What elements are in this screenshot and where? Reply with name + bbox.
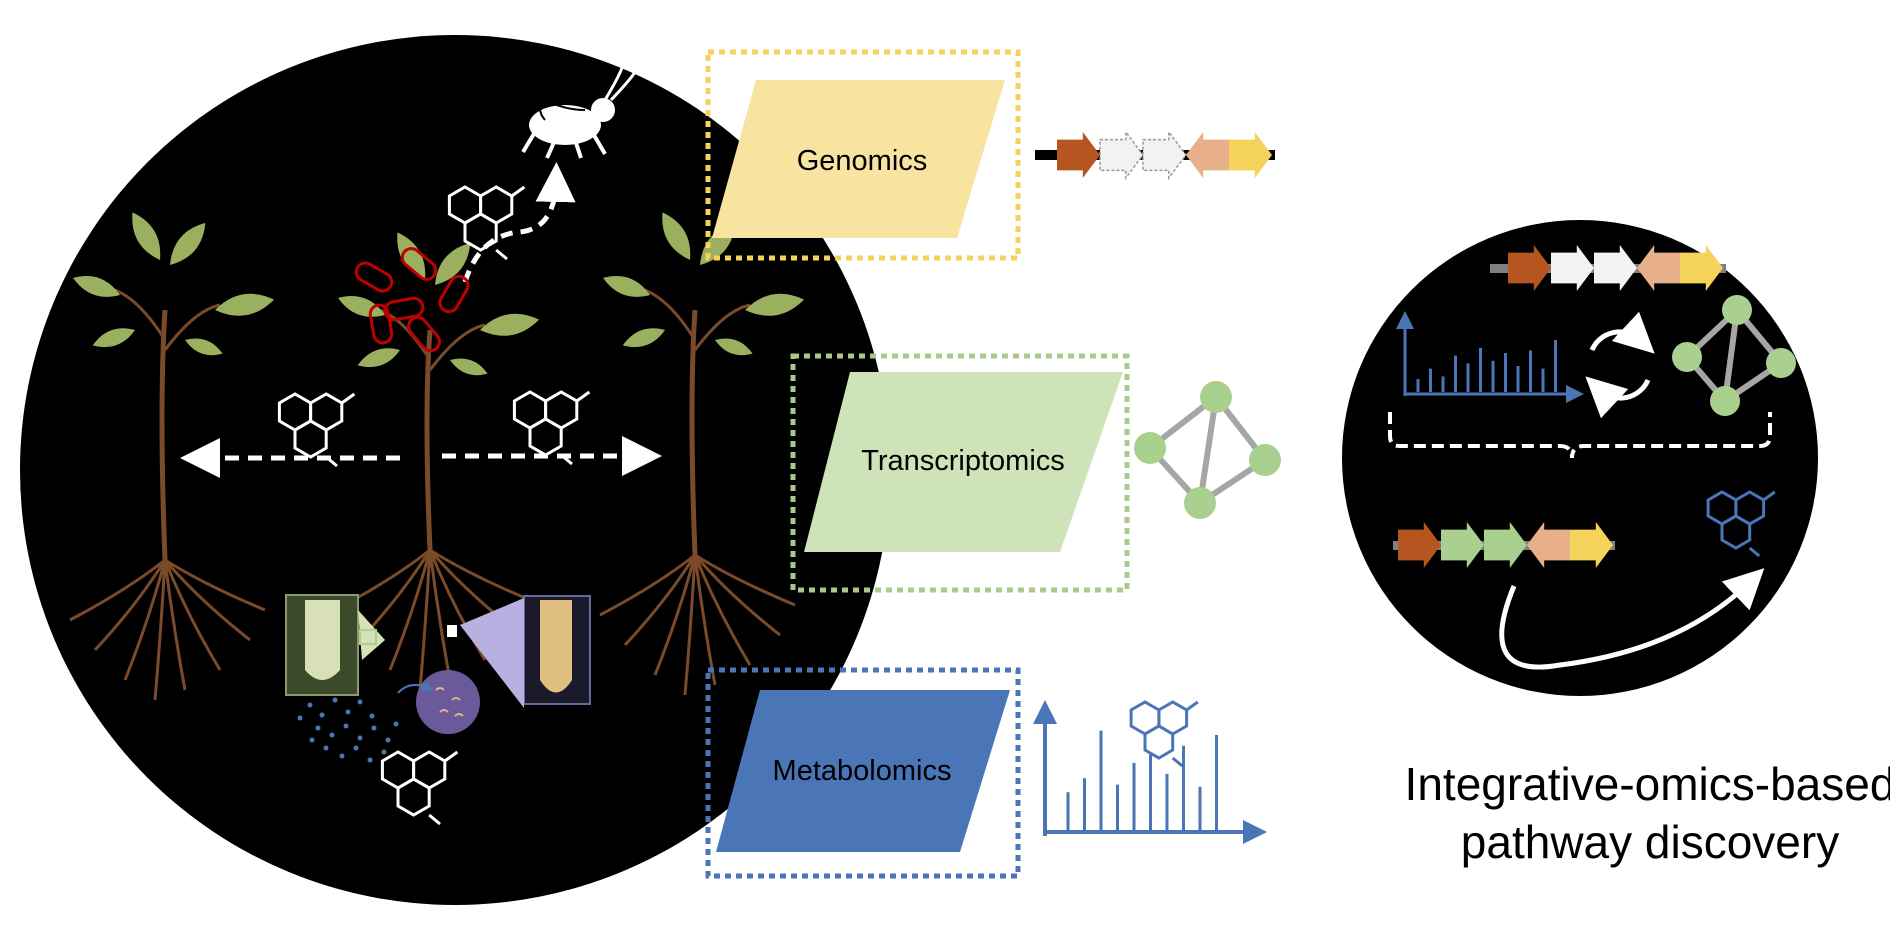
network-node (1672, 342, 1702, 372)
grasshopper-icon (521, 64, 637, 159)
rhizosphere-circle (20, 35, 890, 905)
transcriptomics-frame (790, 353, 1130, 593)
gene-arrow (1398, 522, 1441, 568)
gene-arrow (1551, 245, 1594, 291)
gene-cluster-icon (1508, 245, 1723, 291)
pathway-product-arrow (1499, 568, 1765, 670)
gene-arrow (1680, 245, 1723, 291)
gene-cluster-icon (1398, 522, 1613, 568)
network-node (1249, 444, 1281, 476)
genomics-label: Genomics (797, 145, 928, 177)
molecule-icon (447, 185, 526, 261)
spectrum-icon (1033, 700, 1267, 844)
title-line-1: Integrative-omics-based (1405, 758, 1890, 810)
transcriptomics-label: Transcriptomics (861, 445, 1065, 477)
genomics-panel: Genomics (705, 49, 1021, 261)
genomics-block (712, 80, 1005, 238)
gene-arrow (1229, 132, 1272, 178)
molecule-icon (512, 390, 591, 466)
gene-arrow (1508, 245, 1551, 291)
gene-arrow (1142, 129, 1187, 181)
network-node (1200, 381, 1232, 413)
integration-circle (1342, 220, 1818, 696)
network-node (1766, 348, 1796, 378)
molecule-icon (380, 750, 459, 826)
metabolomics-frame (705, 667, 1021, 879)
metabolomics-panel: Metabolomics (705, 667, 1021, 879)
plant-icon (334, 232, 540, 691)
network-node (1710, 386, 1740, 416)
metabolomics-label: Metabolomics (773, 755, 952, 787)
network-node (1184, 487, 1216, 519)
plants (69, 212, 805, 701)
network-node (1134, 432, 1166, 464)
network-icon (1672, 295, 1796, 416)
gene-arrow (1057, 132, 1100, 178)
gene-arrow (1484, 522, 1527, 568)
signal-arrows (180, 162, 662, 478)
transcriptomics-panel: Transcriptomics (790, 353, 1130, 593)
gene-arrow (1186, 132, 1229, 178)
gene-arrow (1441, 522, 1484, 568)
plant-icon (69, 212, 275, 701)
spectrum-icon (1396, 311, 1584, 403)
bacteria-icon (354, 247, 470, 353)
gene-arrow (1594, 245, 1637, 291)
molecule-icon (277, 392, 356, 468)
gene-cluster-icon (1035, 129, 1275, 181)
exudate-dots (297, 697, 399, 763)
insect-attraction-arrow (462, 162, 576, 283)
transcriptomics-block (804, 372, 1123, 552)
integration-contents (1388, 245, 1796, 670)
cycle-icon (1585, 311, 1655, 419)
root-tip-icon (285, 594, 591, 734)
title-line-2: pathway discovery (1461, 816, 1839, 868)
gene-arrow (1527, 522, 1570, 568)
molecule-icon (1706, 490, 1776, 558)
genomics-frame (705, 49, 1021, 261)
network-icon (1134, 381, 1281, 519)
plant-icon (599, 212, 805, 696)
integration-brace (1388, 412, 1772, 459)
gene-arrow (1637, 245, 1680, 291)
gene-arrow (1099, 129, 1144, 181)
metabolomics-block (716, 690, 1010, 852)
gene-arrow (1570, 522, 1613, 568)
network-node (1722, 295, 1752, 325)
